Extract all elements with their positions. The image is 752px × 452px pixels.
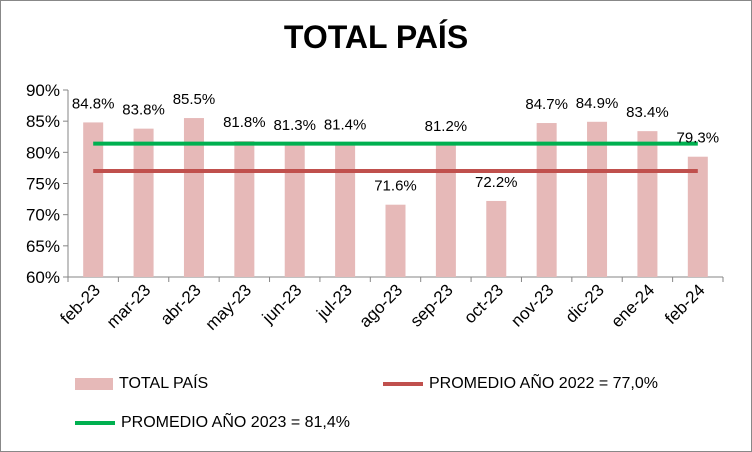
y-tick-label: 80% <box>26 143 60 162</box>
data-label: 84.8% <box>72 95 115 112</box>
y-axis: 60% 65% 70% 75% 80% 85% 90% <box>26 81 69 287</box>
legend-item-promedio-2022: PROMEDIO AÑO 2022 = 77,0% <box>383 375 658 393</box>
x-tick-label: mar-23 <box>103 280 155 332</box>
bar <box>435 144 456 277</box>
y-tick-label: 70% <box>26 206 60 225</box>
x-tick-label: ene-24 <box>607 280 658 331</box>
average-lines <box>93 141 698 174</box>
x-tick-label: dic-23 <box>562 280 608 326</box>
y-tick-label: 60% <box>26 268 60 287</box>
y-tick-label: 75% <box>26 175 60 194</box>
legend-swatch-line <box>75 421 115 425</box>
data-label: 81.4% <box>324 117 367 134</box>
data-label: 79.3% <box>677 130 720 147</box>
data-label: 83.8% <box>122 102 165 119</box>
data-label: 72.2% <box>475 174 518 191</box>
bar <box>284 144 305 277</box>
x-tick-label: sep-23 <box>407 280 457 330</box>
x-tick-label: feb-24 <box>661 280 709 328</box>
bar <box>335 143 356 277</box>
bar <box>486 200 507 277</box>
bar <box>385 204 406 277</box>
data-label: 85.5% <box>173 91 216 108</box>
y-tick-label: 65% <box>26 237 60 256</box>
legend-item-total-pais: TOTAL PAÍS <box>75 375 208 393</box>
bar <box>133 128 154 277</box>
bar <box>183 118 204 277</box>
x-tick-label: jul-23 <box>312 280 356 324</box>
legend-swatch-line <box>383 382 423 386</box>
chart-title: TOTAL PAÍS <box>283 19 469 55</box>
bar <box>83 122 104 277</box>
data-label: 81.8% <box>223 114 266 131</box>
x-tick-label: feb-23 <box>57 280 105 328</box>
data-label: 81.2% <box>425 118 468 135</box>
y-tick-label: 90% <box>26 81 60 100</box>
legend-item-promedio-2023: PROMEDIO AÑO 2023 = 81,4% <box>75 414 350 432</box>
bar <box>234 141 255 277</box>
x-tick-label: abr-23 <box>157 280 205 328</box>
x-tick-label: may-23 <box>202 280 256 334</box>
legend-label: TOTAL PAÍS <box>119 375 209 392</box>
data-label: 84.7% <box>525 96 568 113</box>
x-tick-label: oct-23 <box>460 280 507 327</box>
legend-label: PROMEDIO AÑO 2022 = 77,0% <box>429 375 658 392</box>
bar <box>637 131 658 277</box>
bar <box>536 123 557 277</box>
bar <box>587 121 608 277</box>
data-label: 81.3% <box>273 117 316 134</box>
x-tick-label: jun-23 <box>258 280 306 328</box>
data-labels: 84.8% 83.8% 85.5% 81.8% 81.3% 81.4% 71.6% 81.2%… <box>72 91 719 195</box>
y-tick-label: 85% <box>26 112 60 131</box>
legend-swatch-bar <box>75 378 113 390</box>
data-label: 71.6% <box>374 178 417 195</box>
x-tick-label: nov-23 <box>507 280 557 330</box>
x-tick-label: ago-23 <box>355 280 406 331</box>
data-label: 84.9% <box>576 95 619 112</box>
bar-series <box>83 118 708 277</box>
data-label: 83.4% <box>626 104 669 121</box>
legend-label: PROMEDIO AÑO 2023 = 81,4% <box>121 414 350 431</box>
bar <box>687 156 708 277</box>
